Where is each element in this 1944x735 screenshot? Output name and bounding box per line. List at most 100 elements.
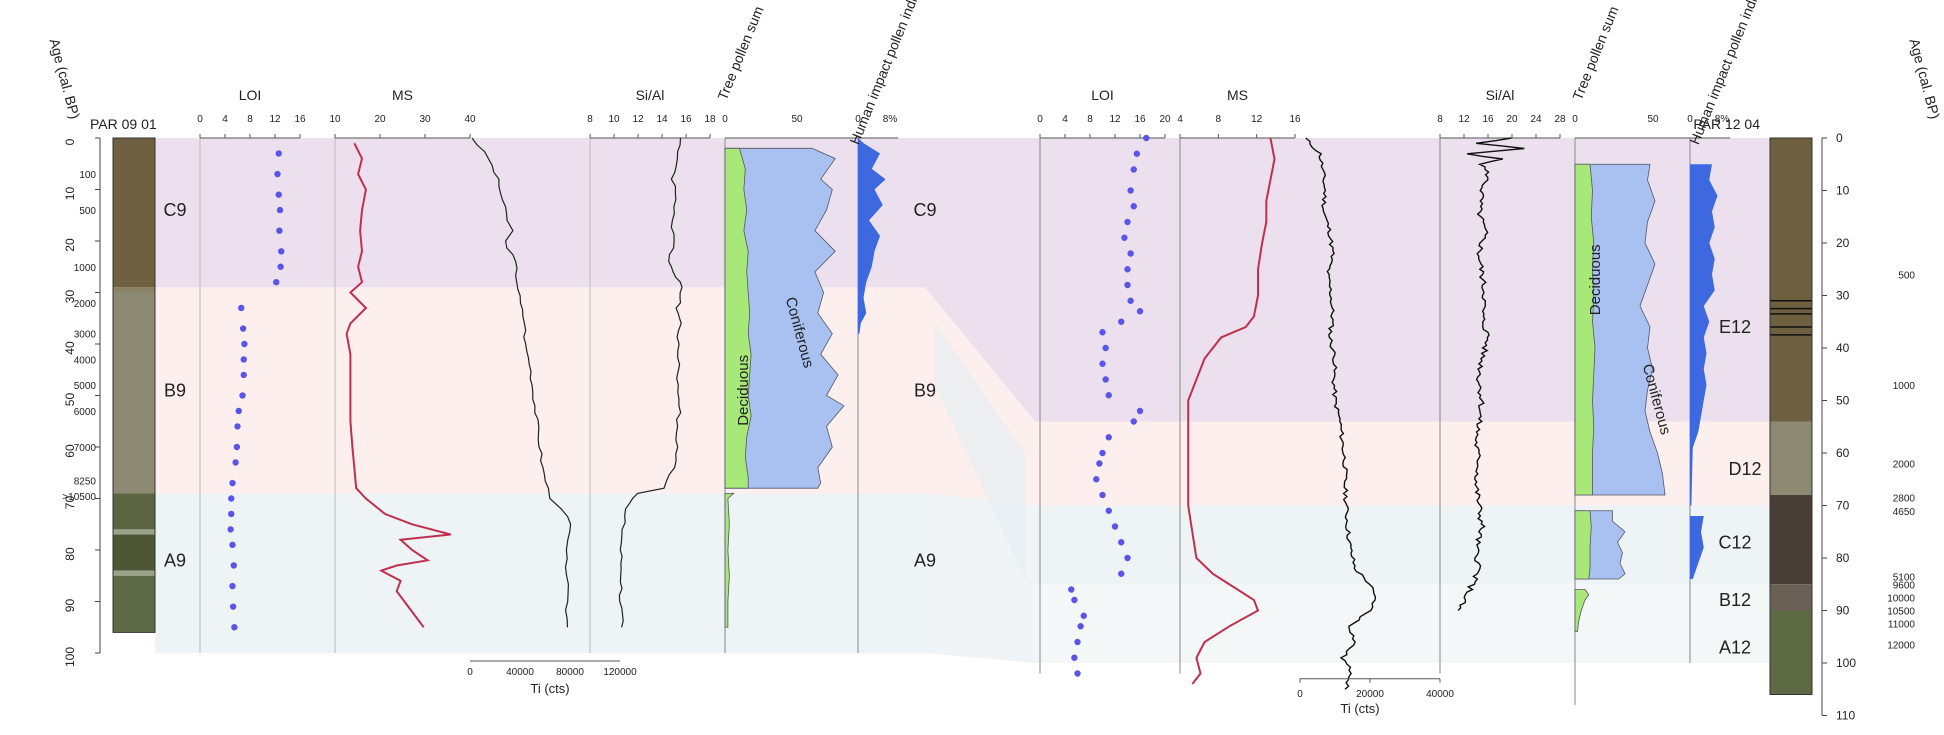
- zone-label-A9-b: A9: [914, 550, 936, 570]
- sial-1-tick-label: 10: [608, 114, 620, 125]
- loi-point: [1127, 297, 1134, 304]
- loi-point: [1118, 318, 1125, 325]
- zone-label-B9-b: B9: [914, 380, 936, 400]
- sial-2-tick-label: 16: [1482, 114, 1494, 125]
- loi-point: [277, 263, 284, 270]
- zone-label-B9: B9: [164, 380, 186, 400]
- depth-tick-label: 40: [1836, 341, 1850, 355]
- age-label: 10500: [1887, 607, 1915, 618]
- ti-xlabel-2: Ti (cts): [1340, 701, 1379, 716]
- human-tick-1: 8%: [883, 114, 898, 125]
- human-tick-2: 0: [1687, 114, 1693, 125]
- depth-tick-label: 70: [1836, 499, 1850, 513]
- loi-point: [1071, 654, 1078, 661]
- loi-point: [227, 526, 234, 533]
- age-label: 9600: [1893, 580, 1916, 591]
- loi-1-tick-label: 8: [247, 114, 253, 125]
- loi-point: [231, 624, 238, 631]
- loi-point: [240, 356, 247, 363]
- ms-line-1: [345, 142, 451, 628]
- loi-point: [1080, 612, 1087, 619]
- coniferous-area-2: [1574, 163, 1666, 496]
- loi-point: [1124, 281, 1131, 289]
- zone-label-B12: B12: [1719, 590, 1751, 610]
- loi-point: [1105, 392, 1112, 399]
- deciduous-lower-1: [724, 492, 735, 628]
- pollen-title-1: Tree pollen sum: [714, 4, 766, 103]
- age-label: 500: [1898, 271, 1915, 282]
- depth-tick-label: 50: [63, 393, 77, 407]
- loi-point: [1127, 250, 1134, 257]
- loi-1-tick-label: 4: [222, 114, 228, 125]
- loi-2-title: LOI: [1091, 87, 1114, 103]
- loi-point: [274, 170, 281, 178]
- loi-point: [230, 562, 237, 569]
- zone-backgrounds: [155, 138, 1770, 663]
- deciduous-lower-2: [1574, 510, 1592, 580]
- loi-point: [228, 510, 235, 518]
- sial-1-tick-label: 14: [656, 114, 668, 125]
- loi-point: [1118, 539, 1125, 546]
- loi-2-tick-label: 4: [1062, 114, 1068, 125]
- loi-point: [1124, 218, 1131, 226]
- age-label: 2800: [1893, 494, 1916, 505]
- correlation-band-light: [935, 323, 1025, 579]
- human-area-1: [858, 138, 886, 334]
- loi-point: [273, 279, 280, 286]
- age-axis-title-2: Age (cal. BP): [1906, 37, 1943, 121]
- loi-point: [234, 423, 241, 430]
- age-label: 2000: [1893, 460, 1916, 471]
- age-label: 7000: [74, 443, 97, 454]
- zone-label-A9: A9: [164, 550, 186, 570]
- ms-2-tick-label: 16: [1289, 114, 1301, 125]
- depth-tick-label: 20: [1836, 236, 1850, 250]
- loi-point: [1143, 134, 1150, 142]
- loi-point: [1124, 554, 1131, 562]
- loi-2-tick-label: 20: [1159, 114, 1171, 125]
- age-label: 8250: [74, 476, 97, 487]
- zone-label-E12: E12: [1719, 317, 1751, 337]
- loi-point: [239, 392, 246, 399]
- deciduous-area-1: [724, 147, 752, 489]
- lithology-segment: [113, 287, 155, 293]
- pollen-title-2: Tree pollen sum: [1569, 4, 1621, 103]
- loi-point: [275, 150, 282, 157]
- depth-tick-label: 0: [1836, 131, 1843, 145]
- lithology-segment: [113, 570, 155, 576]
- depth-tick-label: 10: [63, 187, 77, 201]
- loi-1-tick-label: 0: [197, 114, 203, 125]
- loi-point: [229, 582, 236, 590]
- sial-line-2: [1457, 137, 1525, 612]
- depth-tick-label: 70: [63, 496, 77, 510]
- depth-tick-label: 0: [63, 138, 77, 145]
- loi-point: [1124, 266, 1131, 273]
- correlation-E12-C9: [925, 138, 1035, 422]
- ti-tick-label-2: 20000: [1356, 689, 1384, 700]
- loi-point: [1099, 329, 1106, 336]
- loi-point: [240, 371, 247, 379]
- loi-point: [1105, 507, 1112, 514]
- loi-point: [1102, 344, 1109, 352]
- coniferous-area-1: [724, 147, 845, 489]
- depth-tick-label: 80: [63, 547, 77, 561]
- loi-point: [278, 248, 285, 255]
- ms-2-title: MS: [1227, 87, 1248, 103]
- depth-tick-label: 110: [1836, 709, 1855, 723]
- age-axis-title-1: Age (cal. BP): [46, 37, 83, 121]
- sial-1-tick-label: 16: [680, 114, 692, 125]
- age-label: 2000: [74, 299, 97, 310]
- ms-1-tick-label: 30: [419, 114, 431, 125]
- deciduous-area-2: [1574, 163, 1596, 496]
- lithology-segment: [1770, 421, 1812, 495]
- sial-2-tick-label: 8: [1437, 114, 1443, 125]
- age-label: 10000: [1887, 593, 1915, 604]
- loi-point: [1127, 187, 1134, 194]
- loi-point: [276, 206, 284, 214]
- depth-tick-label: 100: [1836, 656, 1856, 670]
- zone-band-C12: [1035, 505, 1770, 585]
- ti-tick-label-2: 40000: [1426, 689, 1454, 700]
- pollen-tick-1: 50: [791, 114, 803, 125]
- loi-point: [229, 541, 236, 549]
- loi-1-title: LOI: [239, 87, 262, 103]
- age-label: >10500: [62, 492, 96, 503]
